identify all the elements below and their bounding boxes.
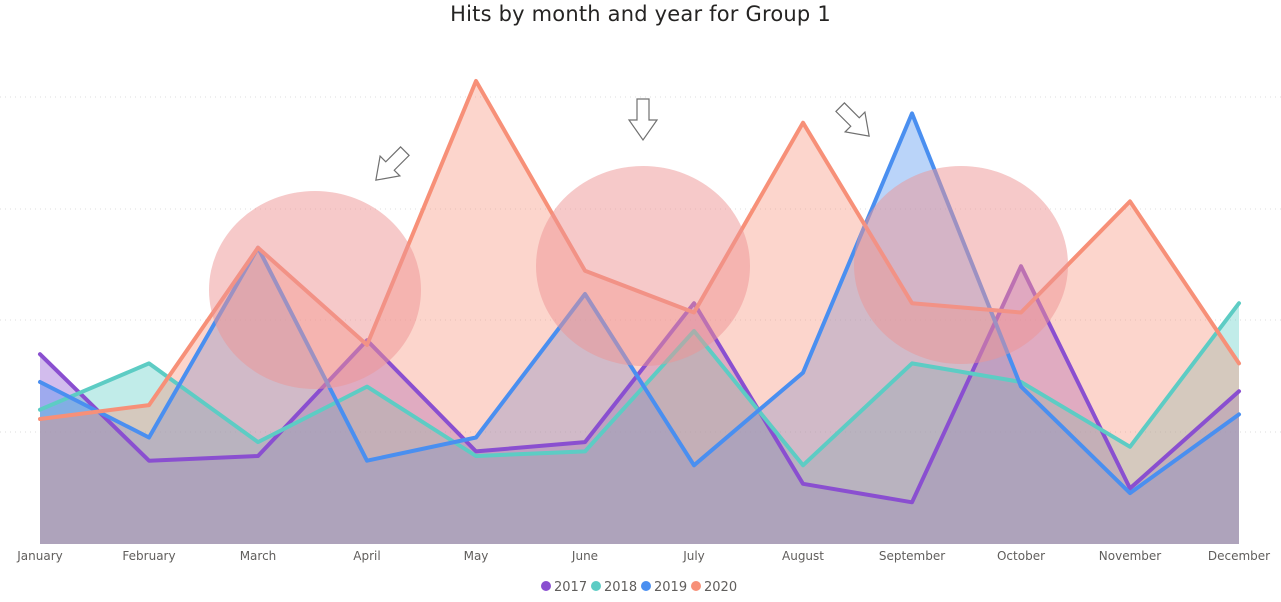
- legend-marker-2017: [541, 581, 551, 591]
- legend-label-2019: 2019: [654, 580, 687, 595]
- data-point-2020-january[interactable]: [38, 417, 42, 421]
- x-tick-label-december: December: [1208, 549, 1270, 563]
- data-point-2018-february[interactable]: [147, 361, 151, 365]
- data-point-2017-june[interactable]: [583, 440, 587, 444]
- data-point-2018-january[interactable]: [38, 408, 42, 412]
- highlight-circle-2: [536, 166, 750, 366]
- legend-marker-2020: [691, 581, 701, 591]
- x-tick-label-june: June: [571, 549, 598, 563]
- series-line-2018[interactable]: [38, 301, 1241, 468]
- legend-marker-2019: [641, 581, 651, 591]
- data-point-2018-march[interactable]: [256, 440, 260, 444]
- data-point-2018-august[interactable]: [801, 463, 805, 467]
- arrow-down-left-icon: [375, 146, 410, 181]
- data-point-2018-april[interactable]: [365, 385, 369, 389]
- data-point-2018-november[interactable]: [1128, 445, 1132, 449]
- data-point-2019-november[interactable]: [1128, 491, 1132, 495]
- chart-title: Hits by month and year for Group 1: [450, 2, 831, 26]
- data-point-2017-december[interactable]: [1237, 389, 1241, 393]
- arrow-down-icon: [627, 98, 659, 142]
- data-point-2019-october[interactable]: [1019, 385, 1023, 389]
- x-tick-label-october: October: [997, 549, 1045, 563]
- x-tick-label-march: March: [240, 549, 277, 563]
- data-point-2020-august[interactable]: [801, 121, 805, 125]
- data-point-2017-january[interactable]: [38, 352, 42, 356]
- series-area-2017: [40, 266, 1239, 544]
- data-point-2019-january[interactable]: [38, 380, 42, 384]
- x-tick-label-august: August: [782, 549, 824, 563]
- highlight-circle-1: [209, 191, 421, 389]
- annotation-circles: [209, 166, 1068, 389]
- x-tick-label-april: April: [353, 549, 380, 563]
- x-tick-label-july: July: [682, 549, 705, 563]
- data-point-2019-april[interactable]: [365, 459, 369, 463]
- legend[interactable]: 2017 2018 2019 2020: [541, 580, 737, 595]
- data-point-2020-may[interactable]: [474, 79, 478, 83]
- x-tick-label-september: September: [879, 549, 945, 563]
- data-point-2017-september[interactable]: [910, 500, 914, 504]
- data-point-2017-february[interactable]: [147, 459, 151, 463]
- data-point-2019-february[interactable]: [147, 436, 151, 440]
- legend-item-2017[interactable]: 2017: [541, 580, 587, 595]
- legend-item-2019[interactable]: 2019: [641, 580, 687, 595]
- data-point-2020-december[interactable]: [1237, 361, 1241, 365]
- data-point-2019-july[interactable]: [692, 463, 696, 467]
- arrow-down-right-icon: [835, 102, 870, 137]
- legend-label-2017: 2017: [554, 580, 587, 595]
- data-point-2020-november[interactable]: [1128, 199, 1132, 203]
- legend-label-2020: 2020: [704, 580, 737, 595]
- data-point-2018-june[interactable]: [583, 449, 587, 453]
- data-point-2017-august[interactable]: [801, 482, 805, 486]
- highlight-circle-3: [854, 166, 1068, 364]
- data-point-2017-march[interactable]: [256, 454, 260, 458]
- legend-marker-2018: [591, 581, 601, 591]
- data-point-2019-september[interactable]: [910, 111, 914, 115]
- legend-item-2020[interactable]: 2020: [691, 580, 737, 595]
- x-tick-label-may: May: [464, 549, 489, 563]
- x-axis: January February March April May June July Augu…: [16, 549, 1270, 563]
- annotation-arrows: [375, 98, 870, 181]
- legend-label-2018: 2018: [604, 580, 637, 595]
- data-point-2019-december[interactable]: [1237, 412, 1241, 416]
- data-point-2018-september[interactable]: [910, 361, 914, 365]
- data-point-2019-august[interactable]: [801, 371, 805, 375]
- legend-item-2018[interactable]: 2018: [591, 580, 637, 595]
- x-tick-label-november: November: [1099, 549, 1161, 563]
- series-area-2018: [40, 303, 1239, 544]
- data-point-2020-february[interactable]: [147, 403, 151, 407]
- data-point-2018-may[interactable]: [474, 454, 478, 458]
- data-point-2018-december[interactable]: [1237, 301, 1241, 305]
- x-tick-label-january: January: [16, 549, 63, 563]
- data-point-2019-may[interactable]: [474, 436, 478, 440]
- x-tick-label-february: February: [122, 549, 175, 563]
